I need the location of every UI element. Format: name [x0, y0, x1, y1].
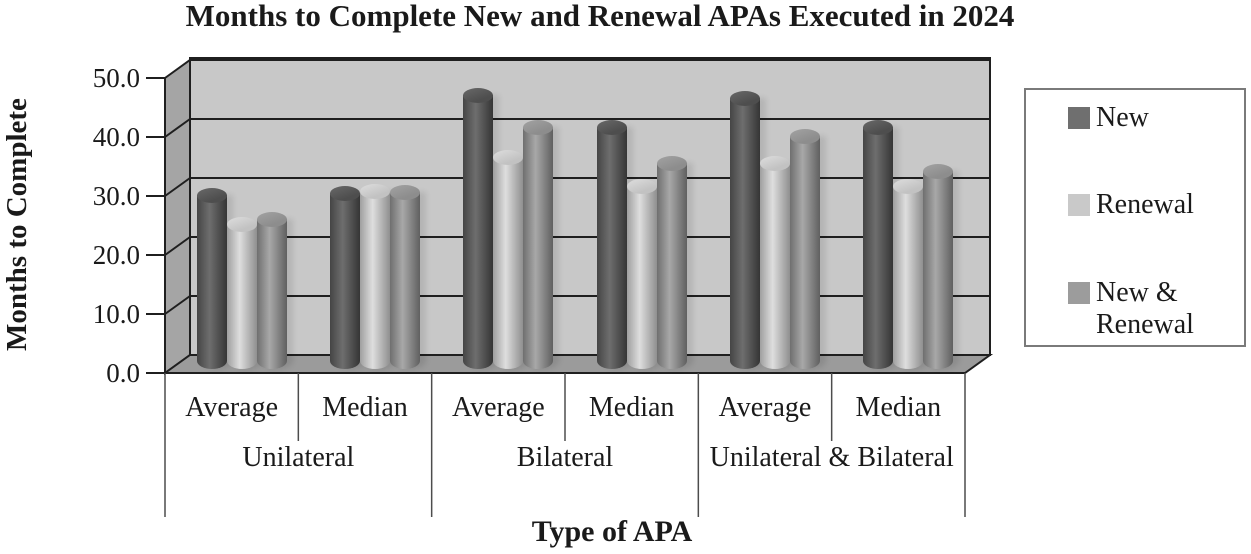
y-tick-label: 30.0 — [92, 181, 140, 211]
side-wall-gridline — [164, 295, 191, 315]
bar-renewal-bilateral-median — [626, 179, 657, 369]
chart-title: Months to Complete New and Renewal APAs … — [185, 0, 1015, 33]
legend: New Renewal New & Renewal — [1024, 88, 1246, 347]
bar-body — [790, 135, 820, 369]
bar-top-cap — [523, 120, 554, 136]
bar-new-bilateral-median — [596, 120, 627, 369]
side-wall-gridline — [164, 118, 191, 138]
bar-top-cap — [863, 120, 894, 136]
bar-top-cap — [463, 87, 494, 103]
x-stat-label: Average — [451, 392, 545, 423]
y-tick-label: 40.0 — [92, 122, 140, 152]
bar-renewal-unilateral-average — [226, 217, 257, 369]
x-axis-title: Type of APA — [531, 515, 693, 548]
bar-body — [226, 224, 257, 369]
side-wall-gridline — [164, 236, 191, 256]
bar-new-renewal-unilateral-median — [390, 185, 420, 369]
bar-top-cap — [760, 155, 790, 171]
bar-body — [893, 186, 924, 369]
bar-top-cap — [390, 185, 420, 200]
y-tick-label: 10.0 — [92, 299, 140, 329]
bar-body — [523, 127, 554, 369]
bar-top-cap — [730, 90, 760, 106]
legend-swatch — [1068, 194, 1090, 216]
legend-swatch — [1068, 282, 1090, 304]
bar-top-cap — [493, 149, 524, 165]
bar-body — [360, 190, 390, 369]
bar-renewal-unilateral-median — [360, 183, 390, 369]
bar-top-cap — [923, 164, 954, 180]
bar-top-cap — [196, 187, 227, 203]
bar-top-cap — [226, 217, 257, 233]
bar-body — [493, 156, 524, 369]
bar-new-renewal-bilateral-average — [523, 120, 554, 369]
bar-top-cap — [790, 128, 820, 144]
bar-renewal-bilateral-average — [493, 149, 524, 369]
legend-label: Renewal — [1096, 189, 1194, 220]
legend-label: New & Renewal — [1096, 277, 1194, 340]
y-tick-label: 0.0 — [106, 358, 140, 388]
bar-renewal-unilateral-bilateral-average — [760, 155, 790, 369]
bar-body — [256, 218, 287, 369]
x-group-label: Unilateral — [242, 442, 355, 473]
legend-item-new: New — [1068, 102, 1248, 134]
bar-body — [463, 94, 494, 369]
bar-new-renewal-unilateral-bilateral-average — [790, 128, 820, 369]
bar-new-renewal-unilateral-bilateral-median — [923, 164, 954, 369]
bar-body — [730, 97, 760, 369]
gridlines-layer — [146, 59, 990, 517]
bar-new-renewal-bilateral-median — [656, 155, 687, 369]
bar-new-unilateral-bilateral-average — [730, 90, 760, 369]
bar-body — [656, 162, 687, 369]
legend-label: New — [1096, 102, 1149, 133]
bar-new-unilateral-median — [330, 186, 360, 369]
bar-new-unilateral-average — [196, 187, 227, 369]
bar-body — [863, 127, 894, 369]
bar-new-bilateral-average — [463, 87, 494, 369]
x-stat-label: Median — [588, 392, 675, 423]
bar-top-cap — [360, 183, 390, 199]
side-wall-gridline — [164, 177, 191, 197]
legend-swatch — [1068, 107, 1090, 129]
bar-body — [596, 127, 627, 369]
bar-body — [760, 162, 790, 369]
bar-top-cap — [330, 186, 360, 202]
bar-top-cap — [596, 120, 627, 136]
x-stat-label: Median — [855, 392, 942, 423]
x-stat-label: Average — [718, 392, 812, 423]
y-tick-label: 20.0 — [92, 240, 140, 270]
back-wall — [189, 57, 991, 356]
x-group-label: Unilateral & Bilateral — [709, 442, 954, 473]
x-stat-label: Average — [185, 392, 279, 423]
x-group-label: Bilateral — [516, 442, 614, 473]
bar-top-cap — [626, 179, 657, 195]
bar-top-cap — [656, 155, 687, 171]
bar-new-unilateral-bilateral-median — [863, 120, 894, 369]
bar-body — [626, 186, 657, 369]
legend-item-new-renewal: New & Renewal — [1068, 277, 1248, 341]
x-stat-label: Median — [322, 392, 408, 423]
bar-body — [923, 171, 954, 369]
bar-body — [196, 194, 227, 369]
bar-body — [390, 192, 420, 369]
bar-new-renewal-unilateral-average — [256, 211, 287, 369]
legend-item-renewal: Renewal — [1068, 189, 1248, 221]
bar-renewal-unilateral-bilateral-median — [893, 179, 924, 369]
y-tick-label: 50.0 — [92, 63, 140, 93]
side-wall — [164, 58, 191, 375]
bar-body — [330, 193, 360, 369]
bar-top-cap — [893, 179, 924, 195]
bar-top-cap — [256, 211, 287, 227]
